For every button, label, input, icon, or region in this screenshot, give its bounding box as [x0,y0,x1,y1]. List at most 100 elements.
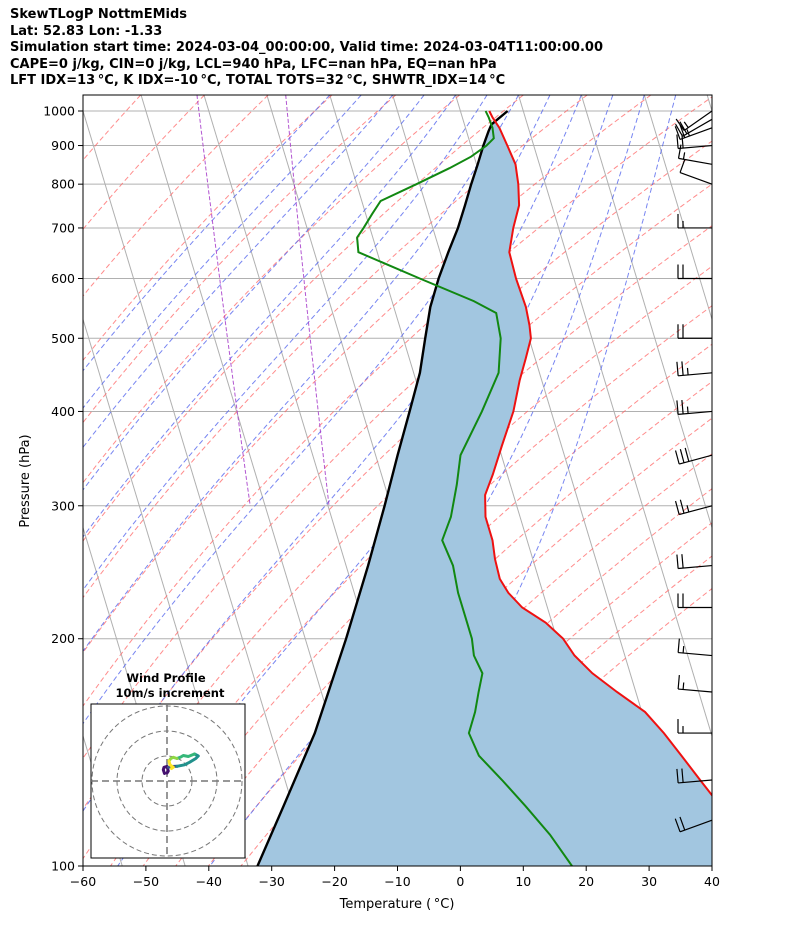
y-axis-label: Pressure (hPa) [18,434,33,527]
x-tick-label: 0 [456,874,464,889]
wind-barb [674,124,713,141]
barb-shaft [679,127,713,141]
y-tick-label: 600 [51,271,75,286]
wind-barb [677,213,712,229]
barb-feather [686,129,691,137]
moist-adiabat [83,95,362,409]
barb-feather [686,505,690,513]
x-tick-label: −20 [321,874,347,889]
dry-adiabat [83,95,397,424]
barb-feather [682,682,685,690]
y-tick-label: 400 [51,404,75,419]
x-tick-label: 10 [515,874,531,889]
barb-shaft [679,454,713,465]
dry-adiabat [83,183,712,810]
dry-adiabat [83,95,524,542]
moist-adiabat [83,95,331,372]
wind-barb [676,554,713,570]
wind-barb [676,361,713,377]
mixing-ratio-line [285,95,330,506]
barb-shaft [678,651,713,657]
x-tick-label: −60 [70,874,96,889]
hodograph-trace [161,765,170,775]
y-tick-label: 900 [51,138,75,153]
stability-indices-line: CAPE=0 j/kg, CIN=0 j/kg, LCL=940 hPa, LF… [10,56,497,72]
barb-shaft [678,410,713,416]
barb-feather [681,361,684,376]
dry-adiabat [83,95,269,297]
barb-feather [676,400,679,415]
x-tick-label: −50 [133,874,159,889]
x-tick-label: −10 [384,874,410,889]
barb-feather [677,144,682,159]
hodograph-trace [167,759,175,770]
barb-feather [679,499,685,514]
barb-shaft [678,564,713,570]
dry-adiabat [83,95,460,484]
wind-barb [677,593,712,609]
hodograph-inset: Wind Profile 10m/s increment [90,671,246,859]
barb-feather [676,768,679,783]
moist-adiabat [83,95,457,538]
x-tick-label: −30 [259,874,285,889]
barb-feather [681,399,684,415]
barb-feather [679,816,686,831]
hodograph-title: Wind Profile [126,671,206,685]
wind-barb [676,134,713,150]
barb-feather [676,554,679,569]
barb-feather [681,768,684,783]
barb-shaft [678,688,713,693]
y-tick-label: 800 [51,177,75,192]
axes: Temperature ( °C) Pressure (hPa) −60 −50 −… [18,103,720,912]
x-tick-label: 30 [641,874,657,889]
y-tick-label: 300 [51,498,75,513]
barb-feather [686,367,689,375]
y-tick-label: 1000 [43,103,75,118]
dry-adiabat [305,488,712,866]
dry-adiabat [83,95,205,231]
wind-barb [677,719,712,734]
wind-barb [677,324,712,339]
hodograph-trace [175,752,196,760]
barb-feather [681,554,684,569]
barb-shaft [679,505,713,516]
barb-feather [679,121,688,135]
dry-adiabat [273,453,712,866]
location-line: Lat: 52.83 Lon: -1.33 [10,23,163,39]
barb-feather [674,126,681,140]
barb-shaft [678,372,713,377]
moist-adiabat [83,95,488,591]
barb-feather [679,124,686,138]
moist-adiabat [117,95,614,866]
barb-feather [682,645,685,654]
hodograph-trace [167,755,179,763]
cin-shading [257,121,712,866]
hodograph-subtitle: 10m/s increment [116,686,225,700]
wind-barb [677,264,712,280]
moist-adiabat [332,95,677,866]
isotherm [83,109,312,866]
wind-barb [677,675,713,693]
barb-feather [679,449,685,463]
y-tick-label: 700 [51,220,75,235]
chart-header: SkewTLogP NottmEMids Lat: 52.83 Lon: -1.… [10,7,790,90]
wind-barb [674,499,713,516]
dry-adiabat [83,95,333,362]
dry-adiabat [83,95,652,654]
moist-adiabat [83,95,394,449]
dewpoint-line [356,110,573,866]
wind-barb [679,159,713,185]
barb-feather [684,447,690,462]
chart-title: SkewTLogP NottmEMids [10,7,188,22]
profile-lines [256,110,712,866]
barb-feather [679,159,686,173]
x-axis-label: Temperature ( °C) [339,897,455,912]
wind-barb [677,144,713,165]
wind-barbs [674,110,713,833]
barb-feather [681,134,684,149]
barb-feather [676,134,679,149]
barb-feather [674,818,681,833]
temperature-line [484,110,712,797]
wind-barb [674,447,713,465]
